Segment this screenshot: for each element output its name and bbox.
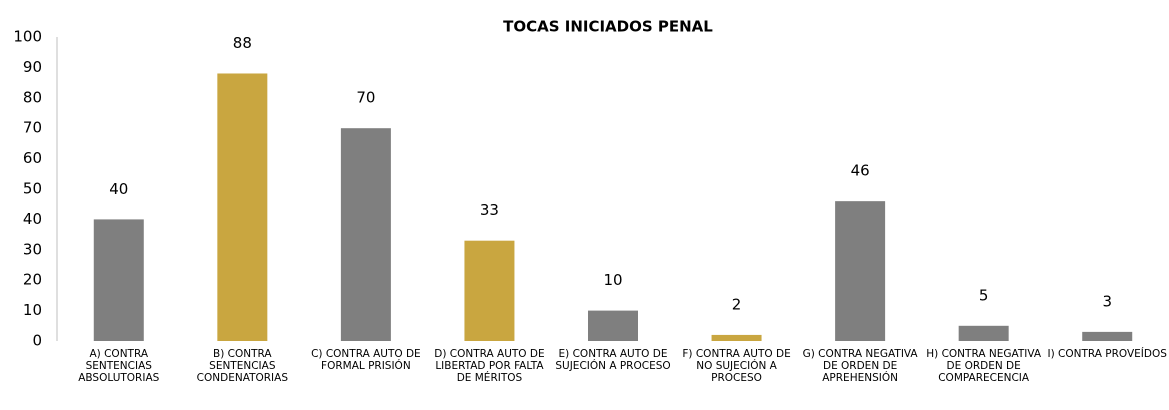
chart-title: TOCAS INICIADOS PENAL: [503, 18, 713, 36]
y-tick-label: 50: [23, 180, 42, 198]
y-tick-label: 70: [23, 119, 42, 137]
y-tick-label: 30: [23, 240, 42, 258]
value-label: 70: [356, 89, 375, 107]
x-tick-label: E) CONTRA AUTO DE SUJECIÓN A PROCESO: [555, 348, 671, 372]
bar: [711, 334, 762, 341]
y-tick-label: 90: [23, 58, 42, 76]
y-tick-label: 10: [23, 301, 42, 319]
x-tick-label: D) CONTRA AUTO DE LIBERTAD POR FALTA DE …: [434, 348, 545, 384]
value-label: 2: [732, 295, 742, 313]
bar: [340, 128, 391, 341]
bar: [464, 240, 515, 341]
x-tick-label: C) CONTRA AUTO DE FORMAL PRISIÓN: [311, 348, 421, 372]
x-tick-label: F) CONTRA AUTO DE NO SUJECIÓN A PROCESO: [682, 348, 791, 384]
y-tick-label: 0: [32, 332, 42, 350]
bar: [93, 219, 144, 341]
y-tick-label: 60: [23, 149, 42, 167]
x-tick-label: G) CONTRA NEGATIVA DE ORDEN DE APREHENSI…: [802, 348, 918, 384]
value-label: 5: [979, 286, 989, 304]
x-tick-label: B) CONTRA SENTENCIAS CONDENATORIAS: [196, 348, 288, 384]
y-tick-label: 40: [23, 210, 42, 228]
bar: [588, 310, 638, 341]
value-label: 88: [233, 34, 252, 52]
bar: [835, 201, 886, 341]
y-tick-label: 100: [13, 28, 42, 46]
value-label: 10: [603, 271, 622, 289]
y-tick-label: 80: [23, 88, 42, 106]
value-label: 3: [1102, 292, 1112, 310]
x-tick-label: I) CONTRA PROVEÍDOS: [1047, 348, 1167, 360]
value-label: 46: [851, 162, 870, 180]
value-label: 33: [480, 201, 499, 219]
y-tick-label: 20: [23, 271, 42, 289]
bar: [1082, 331, 1133, 341]
x-tick-label: H) CONTRA NEGATIVA DE ORDEN DE COMPARECE…: [926, 348, 1042, 384]
x-tick-label: A) CONTRA SENTENCIAS ABSOLUTORIAS: [78, 348, 160, 384]
bar: [958, 325, 1009, 341]
value-label: 40: [109, 180, 128, 198]
bar: [217, 73, 268, 341]
